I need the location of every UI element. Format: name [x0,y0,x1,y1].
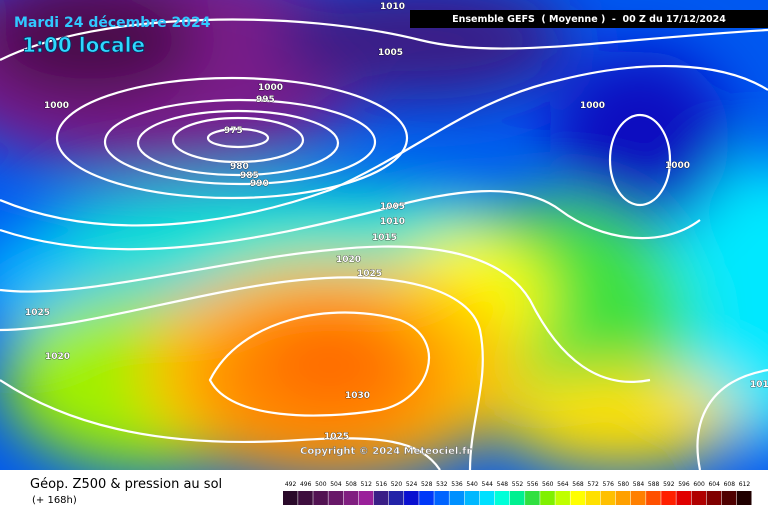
colorbar-swatch [721,491,737,505]
isobar-label: 1010 [380,2,405,12]
colorbar-label: 500 [315,481,327,488]
colorbar-swatch [525,491,540,505]
isobar-label: 101 [750,380,768,390]
colorbar-swatch [630,491,646,505]
colorbar-swatch [509,491,525,505]
isobar-label: 1020 [336,255,361,265]
isobar-label: 985 [240,171,259,181]
isobar-label: 1030 [345,391,370,401]
colorbar-label: 556 [527,481,539,488]
isobar-label: 1000 [44,101,69,111]
colorbar-swatch [434,491,449,505]
colorbar-label: 544 [482,481,494,488]
copyright: Copyright © 2024 Meteociel.fr [300,446,471,457]
colorbar-swatch [313,491,328,505]
isobar-label: 995 [256,95,275,105]
isobar-label: 1000 [665,161,690,171]
colorbar-label: 508 [345,481,357,488]
colorbar-swatch [419,491,434,505]
colorbar-swatch [388,491,404,505]
colorbar-swatch [449,491,465,505]
colorbar-swatch [600,491,616,505]
local-time: 1:00 locale [22,33,145,57]
colorbar-swatch [676,491,691,505]
colorbar-label: 608 [724,481,736,488]
colorbar-label: 552 [512,481,524,488]
colorbar-label: 576 [603,481,615,488]
colorbar-label: 572 [587,481,599,488]
isobar-label: 1025 [357,269,382,279]
colorbar-label: 596 [678,481,690,488]
colorbar-swatch [661,491,676,505]
isobar-label: 990 [250,179,269,189]
colorbar-label: 564 [557,481,569,488]
colorbar-swatch [358,491,374,505]
colorbar: 492 496 500 504 508 512 516 520 524 528 532 536 540 5… [283,481,752,505]
colorbar-swatch [540,491,555,505]
isobar-label: 1005 [380,202,405,212]
isobar-label: 1025 [25,308,50,318]
colorbar-swatch [479,491,495,505]
colorbar-label: 584 [633,481,645,488]
colorbar-label: 592 [663,481,675,488]
colorbar-swatch [585,491,601,505]
isobar-label: 1025 [324,432,349,442]
footer-title: Géop. Z500 & pression au sol [30,477,222,492]
colorbar-label: 568 [572,481,584,488]
colorbar-swatch [343,491,359,505]
isobar-label: 1005 [378,48,403,58]
colorbar-label: 580 [618,481,630,488]
isobars [0,18,768,470]
isobar-label: 1020 [45,352,70,362]
colorbar-swatch [691,491,707,505]
colorbar-label: 536 [451,481,463,488]
colorbar-label: 492 [285,481,297,488]
colorbar-label: 600 [693,481,705,488]
isobar-label: 980 [230,162,249,172]
colorbar-label: 504 [330,481,342,488]
colorbar-label: 560 [542,481,554,488]
colorbar-label: 528 [421,481,433,488]
colorbar-swatch [298,491,313,505]
colorbar-swatch [570,491,586,505]
date: Mardi 24 décembre 2024 [14,15,211,31]
colorbar-label: 496 [300,481,312,488]
isobar-label: 1015 [372,233,397,243]
header-box [410,10,768,28]
isobar-label: 1000 [580,101,605,111]
colorbar-label: 520 [391,481,403,488]
colorbar-label: 604 [708,481,720,488]
colorbar-label: 524 [406,481,418,488]
colorbar-swatch [283,491,298,505]
colorbar-label: 612 [739,481,751,488]
colorbar-swatch [706,491,722,505]
colorbar-swatch [555,491,570,505]
colorbar-swatch [464,491,480,505]
footer-subtitle: (+ 168h) [32,495,77,506]
colorbar-swatch [615,491,631,505]
colorbar-swatch [328,491,344,505]
isobar-label: 1000 [258,83,283,93]
isobar-label: 975 [224,126,243,136]
colorbar-label: 548 [497,481,509,488]
colorbar-label: 512 [360,481,372,488]
colorbar-swatch [373,491,389,505]
colorbar-swatch [494,491,510,505]
colorbar-label: 588 [648,481,660,488]
colorbar-label: 540 [466,481,478,488]
header: Ensemble GEFS ( Moyenne ) - 00 Z du 17/1… [452,14,726,25]
colorbar-swatch [736,491,752,505]
colorbar-label: 532 [436,481,448,488]
colorbar-swatch [646,491,661,505]
colorbar-swatch [404,491,419,505]
isobar-label: 1010 [380,217,405,227]
colorbar-label: 516 [376,481,388,488]
